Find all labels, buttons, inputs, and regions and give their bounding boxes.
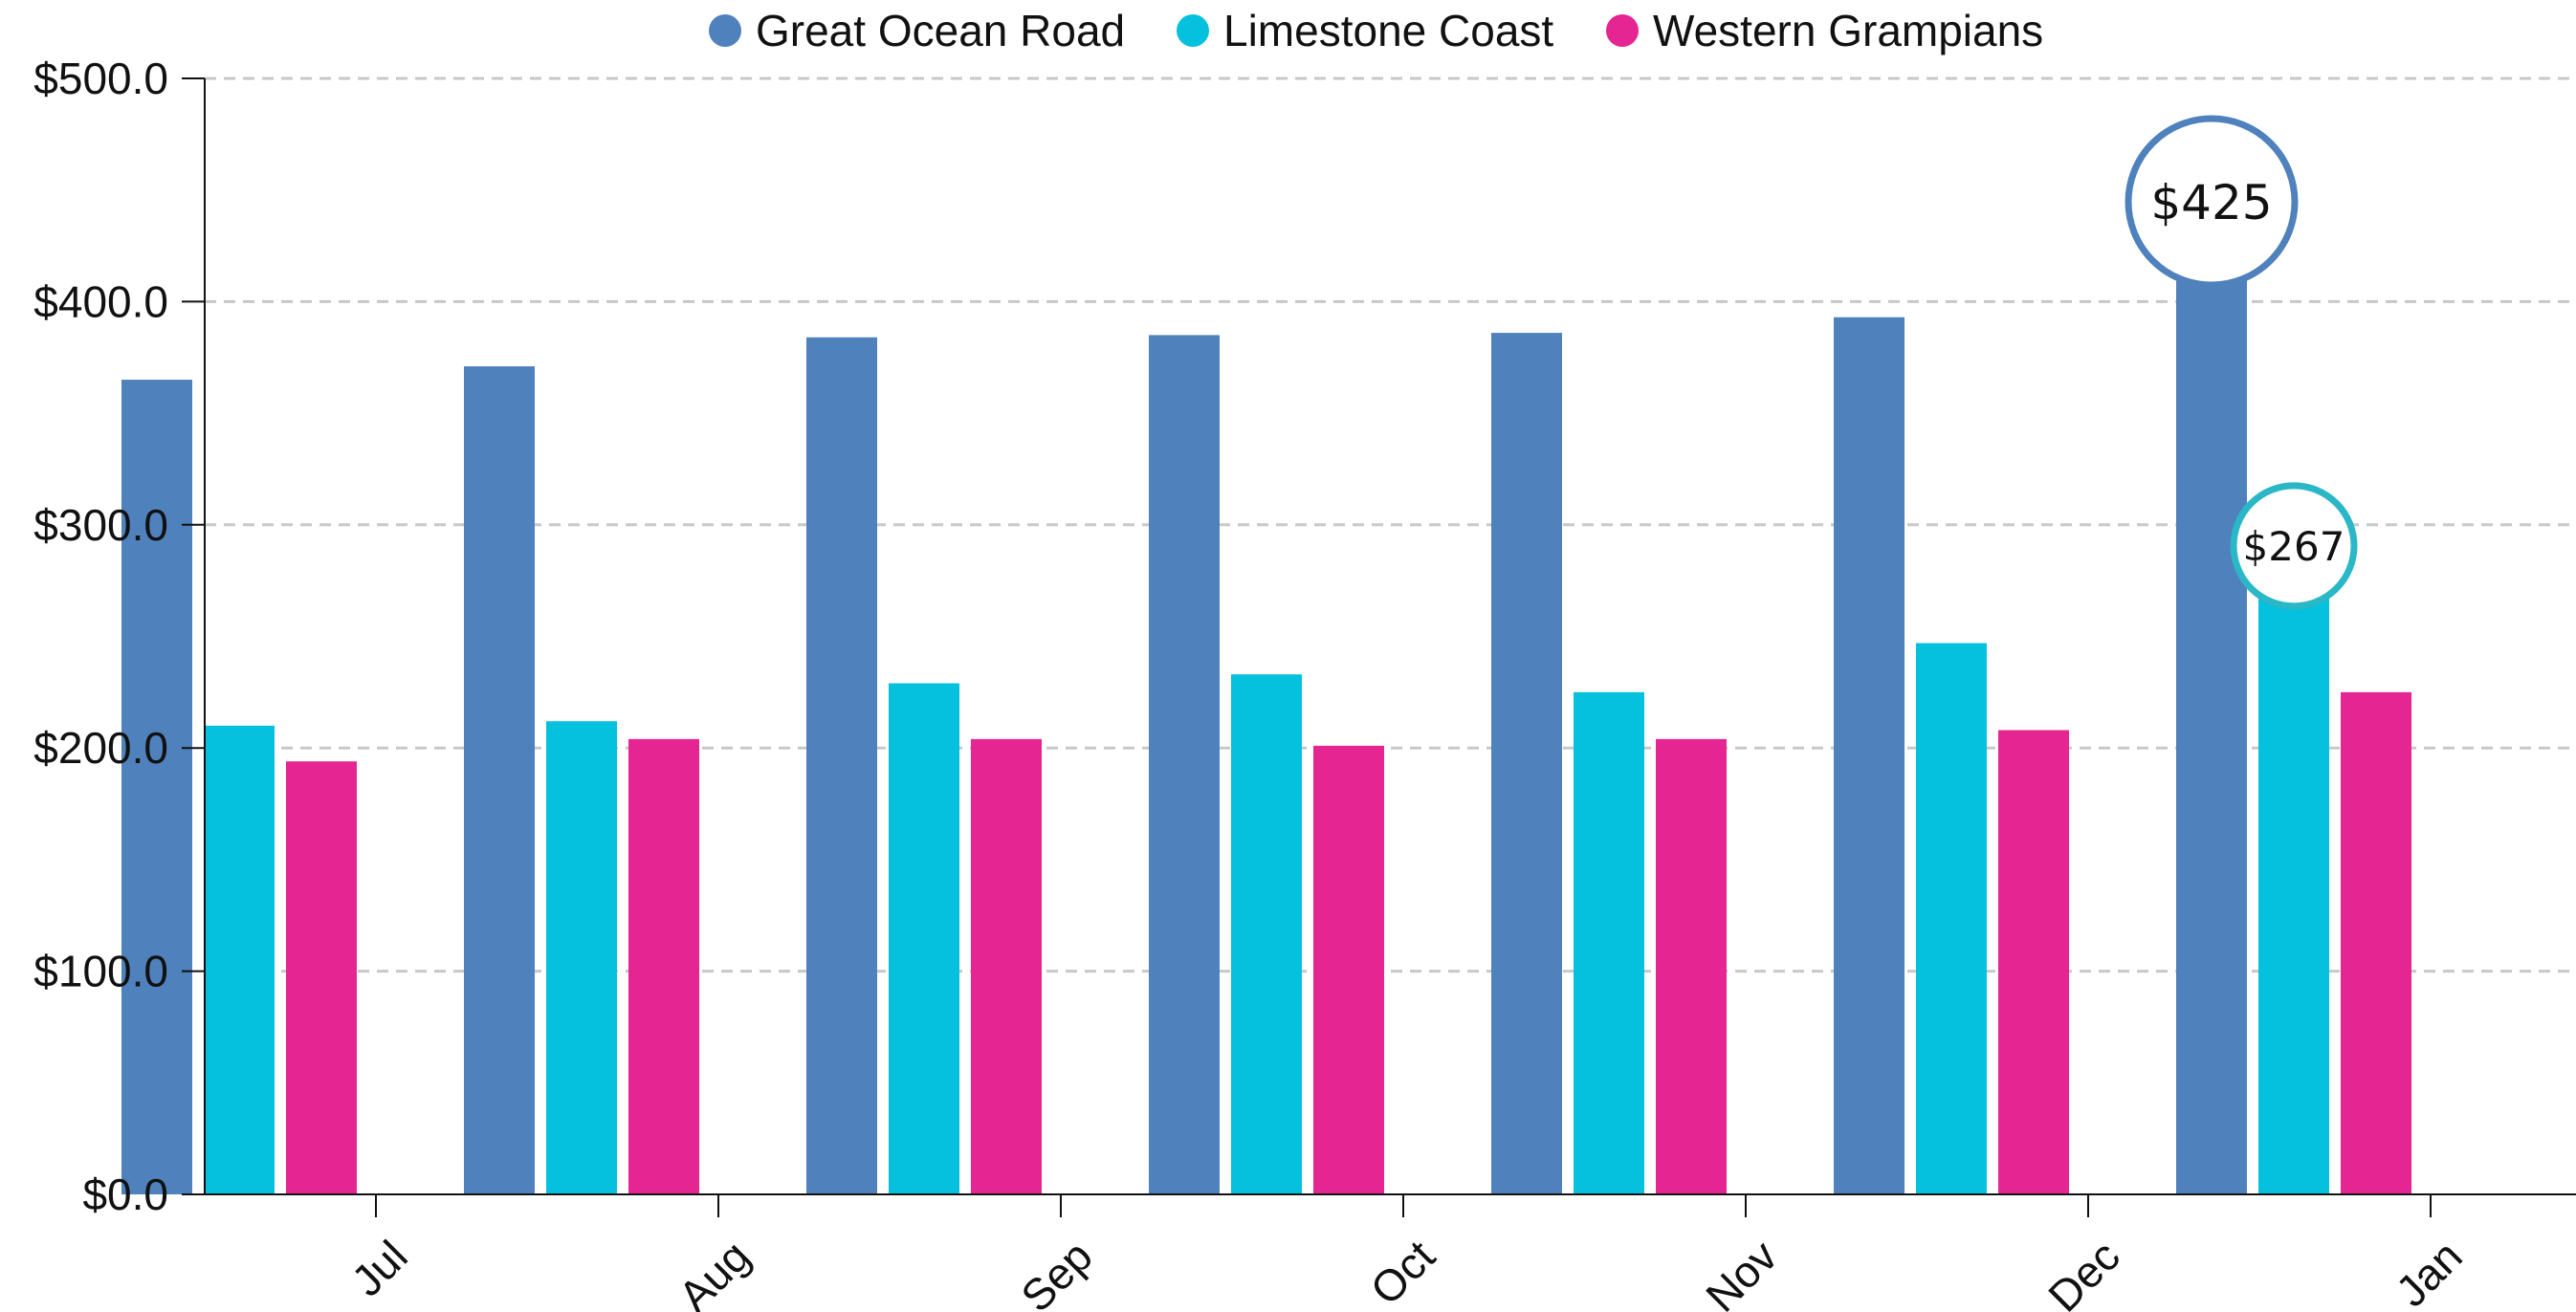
bar-great-ocean-road-oct <box>1149 335 1220 1194</box>
legend-marker-limestone-coast <box>1177 14 1209 47</box>
callouts: $425 $267 <box>2125 115 2358 610</box>
legend: Great Ocean Road Limestone Coast Western G… <box>709 6 2043 55</box>
x-tick-label-jul: Jul <box>341 1231 416 1305</box>
bar-great-ocean-road-aug <box>464 366 535 1194</box>
callout-bubble-2 <box>2230 482 2358 610</box>
bar-great-ocean-road-jan <box>2176 246 2247 1194</box>
bar-limestone-coast-oct <box>1231 674 1302 1194</box>
bar-great-ocean-road-sep <box>806 337 877 1194</box>
legend-label-western-grampians: Western Grampians <box>1653 6 2043 55</box>
bar-great-ocean-road-nov <box>1491 333 1562 1194</box>
bar-western-grampians-dec <box>1998 730 2069 1194</box>
bar-western-grampians-oct <box>1313 745 1384 1194</box>
y-tick-label-2: $200.0 <box>33 723 168 773</box>
bar-limestone-coast-dec <box>1916 643 1987 1194</box>
bar-limestone-coast-jan <box>2258 598 2329 1194</box>
x-tick-label-nov: Nov <box>1696 1231 1787 1312</box>
bar-limestone-coast-jul <box>204 725 275 1194</box>
bar-great-ocean-road-jul <box>121 380 192 1195</box>
bar-limestone-coast-nov <box>1574 691 1644 1194</box>
x-tick-label-aug: Aug <box>669 1231 760 1312</box>
y-tick-label-3: $300.0 <box>33 500 168 550</box>
bar-western-grampians-aug <box>628 738 699 1194</box>
bar-limestone-coast-aug <box>546 721 617 1194</box>
y-tick-label-4: $400.0 <box>33 276 168 326</box>
bar-western-grampians-jan <box>2341 691 2411 1194</box>
x-tick-label-oct: Oct <box>1360 1231 1444 1312</box>
legend-marker-great-ocean-road <box>709 14 741 47</box>
bar-western-grampians-nov <box>1656 738 1727 1194</box>
callout-label-1: $425 <box>2150 175 2272 230</box>
legend-label-great-ocean-road: Great Ocean Road <box>756 6 1125 55</box>
callout-bubble-1 <box>2125 115 2299 289</box>
bar-limestone-coast-sep <box>889 683 959 1194</box>
legend-marker-western-grampians <box>1606 14 1639 47</box>
x-tick-label-sep: Sep <box>1011 1231 1102 1312</box>
bar-great-ocean-road-dec <box>1834 317 1904 1194</box>
x-tick-label-dec: Dec <box>2038 1231 2129 1312</box>
bars <box>121 246 2411 1195</box>
y-tick-label-0: $0.0 <box>82 1170 168 1219</box>
bar-western-grampians-jul <box>286 761 357 1194</box>
y-tick-label-5: $500.0 <box>33 54 168 103</box>
legend-label-limestone-coast: Limestone Coast <box>1223 6 1553 55</box>
y-tick-label-1: $100.0 <box>33 947 168 996</box>
bar-western-grampians-sep <box>971 738 1042 1194</box>
callout-label-2: $267 <box>2243 523 2345 570</box>
x-tick-label-jan: Jan <box>2387 1231 2472 1312</box>
